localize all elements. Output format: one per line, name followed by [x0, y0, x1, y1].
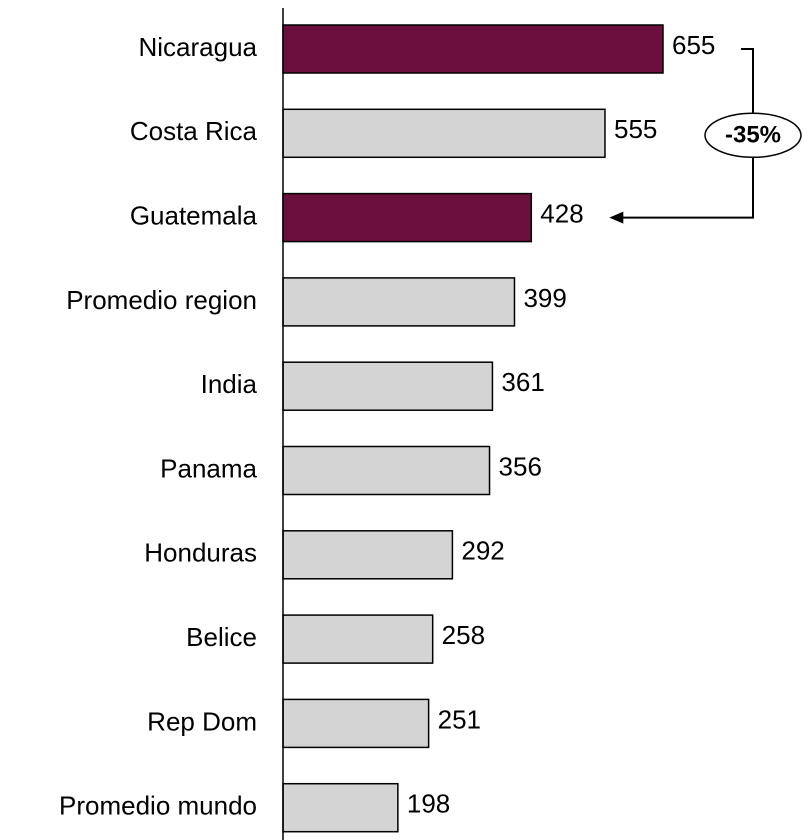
value-label-guatemala: 428: [540, 198, 583, 228]
value-label-india: 361: [501, 367, 544, 397]
bar-promedio-mundo: [282, 782, 399, 833]
bar-nicaragua: [282, 24, 664, 74]
bar-rep-dom: [282, 698, 430, 749]
bar-guatemala: [282, 192, 533, 243]
change-badge-text: -35%: [725, 122, 781, 149]
change-callout: -35%: [609, 48, 802, 224]
change-badge: [704, 112, 802, 159]
value-label-costa-rica: 555: [614, 114, 657, 144]
value-label-panama: 356: [499, 451, 542, 481]
category-label-honduras: Honduras: [144, 538, 257, 568]
value-label-promedio-region: 399: [523, 283, 566, 313]
bar-india: [282, 361, 494, 411]
category-label-rep-dom: Rep Dom: [147, 706, 257, 736]
category-label-india: India: [201, 369, 258, 399]
value-label-honduras: 292: [461, 536, 504, 566]
bars-group: Nicaragua 655 Costa Rica 555 Guatemala 428 Pro…: [59, 24, 715, 833]
bar-promedio-region: [282, 277, 516, 327]
category-label-guatemala: Guatemala: [130, 200, 258, 230]
callout-arrowhead-icon: [609, 211, 624, 224]
value-label-promedio-mundo: 198: [407, 789, 450, 819]
bar-belice: [282, 614, 434, 664]
value-label-belice: 258: [442, 620, 485, 650]
value-label-nicaragua: 655: [672, 30, 715, 60]
category-label-costa-rica: Costa Rica: [130, 116, 258, 146]
bar-costa-rica: [282, 108, 606, 159]
bar-panama: [282, 445, 491, 496]
bar-honduras: [282, 530, 454, 580]
category-label-belice: Belice: [186, 622, 257, 652]
category-label-promedio-region: Promedio region: [66, 285, 257, 315]
category-label-nicaragua: Nicaragua: [138, 32, 257, 62]
value-label-rep-dom: 251: [438, 704, 481, 734]
category-label-panama: Panama: [160, 453, 257, 483]
category-label-promedio-mundo: Promedio mundo: [59, 791, 257, 821]
